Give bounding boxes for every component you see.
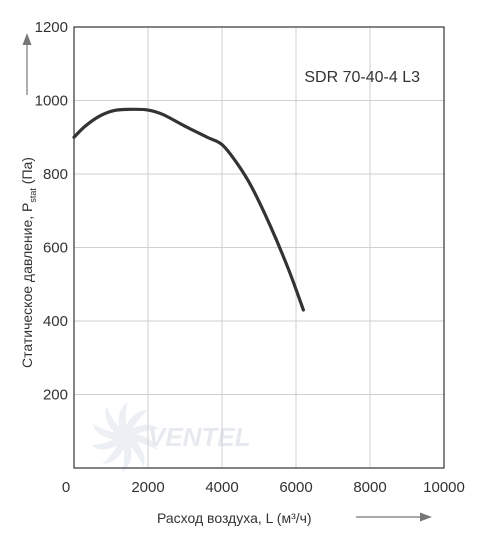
grid-lines: [73, 26, 445, 468]
fan-blade-shape: [121, 435, 145, 467]
y-tick-labels: 200 400 600 800 1000 1200: [35, 19, 68, 404]
fan-blade-shape: [118, 402, 129, 439]
fan-blade-shape: [105, 407, 129, 439]
y-axis-title: Статическое давление, Pstat (Па): [19, 157, 38, 368]
y-tick-label: 200: [43, 387, 68, 404]
x-axis-title: Расход воздуха, L (м³/ч): [157, 510, 312, 526]
x-tick-labels: 0 2000 4000 6000 8000 10000: [62, 479, 465, 496]
model-label: SDR 70-40-4 L3: [304, 69, 420, 86]
y-tick-label: 1200: [35, 19, 68, 36]
x-tick-label: 6000: [279, 479, 312, 496]
plot-frame: [73, 26, 445, 469]
x-tick-label: 4000: [205, 479, 238, 496]
y-axis-arrow-icon: [22, 33, 32, 45]
fan-logo-icon: [91, 402, 159, 472]
series-points: [73, 109, 304, 310]
x-tick-label: 0: [62, 479, 70, 496]
fan-blade-shape: [91, 433, 125, 450]
fan-blade-shape: [122, 410, 148, 441]
fan-blade-shape: [102, 433, 128, 464]
x-tick-label: 2000: [131, 479, 164, 496]
fan-blade-shape: [122, 433, 158, 451]
series-line: [72, 107, 305, 312]
watermark-text: VENTEL: [148, 422, 251, 452]
x-tick-label: 8000: [353, 479, 386, 496]
x-tick-label: 10000: [423, 479, 465, 496]
x-axis-arrow-icon: [420, 512, 432, 522]
y-tick-label: 1000: [35, 93, 68, 110]
fan-blade-shape: [121, 435, 132, 472]
y-tick-label: 800: [43, 166, 68, 183]
ventel-watermark-logo: VENTEL: [91, 402, 251, 472]
fan-blade-shape: [92, 423, 128, 441]
fan-blade-shape: [125, 424, 159, 441]
y-tick-label: 400: [43, 313, 68, 330]
y-tick-label: 600: [43, 240, 68, 257]
